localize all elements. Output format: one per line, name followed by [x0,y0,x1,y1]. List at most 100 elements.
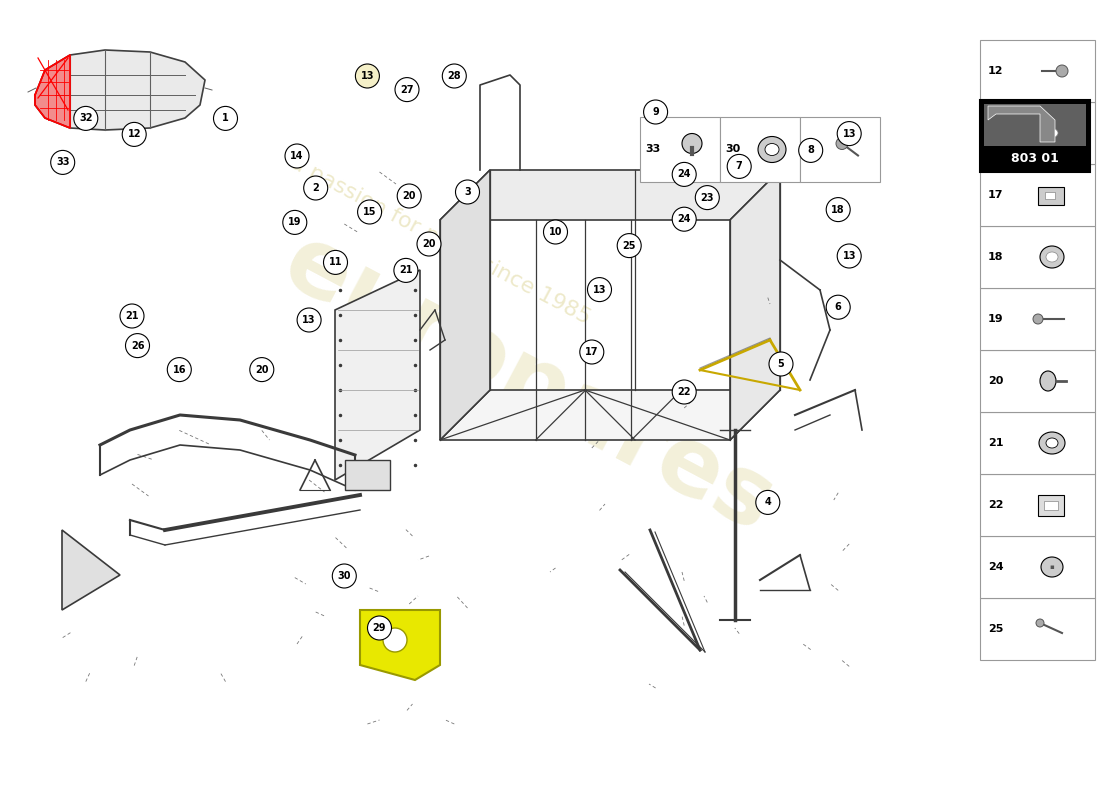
Text: 17: 17 [988,190,1003,200]
Circle shape [672,380,696,404]
Circle shape [837,122,861,146]
Text: 17: 17 [585,347,598,357]
Circle shape [769,352,793,376]
Circle shape [358,200,382,224]
Circle shape [285,144,309,168]
Text: 19: 19 [288,218,301,227]
Text: 20: 20 [422,239,436,249]
Text: 12: 12 [128,130,141,139]
Bar [980,164,1094,226]
Bar [980,100,1090,172]
Circle shape [394,258,418,282]
Polygon shape [440,390,780,440]
Text: 27: 27 [400,85,414,94]
Text: 21: 21 [399,266,412,275]
Circle shape [395,78,419,102]
Bar [984,104,1086,146]
Circle shape [836,138,848,150]
Ellipse shape [758,137,786,162]
Circle shape [213,106,238,130]
Bar [640,117,720,182]
Bar [980,288,1094,350]
Circle shape [367,616,392,640]
Text: 24: 24 [988,562,1003,572]
Text: 23: 23 [701,193,714,202]
Circle shape [51,150,75,174]
Circle shape [1056,65,1068,77]
Text: 29: 29 [373,623,386,633]
Bar [1044,501,1058,510]
Circle shape [283,210,307,234]
Polygon shape [988,106,1055,142]
Text: 9: 9 [652,107,659,117]
Circle shape [304,176,328,200]
Bar [1045,192,1055,199]
Ellipse shape [1040,432,1065,454]
Polygon shape [360,610,440,680]
Text: 13: 13 [843,251,856,261]
Circle shape [442,64,466,88]
Text: 26: 26 [131,341,144,350]
Polygon shape [35,55,70,128]
Circle shape [543,220,568,244]
Text: 24: 24 [678,170,691,179]
Text: 24: 24 [678,214,691,224]
Circle shape [587,278,612,302]
Text: 21: 21 [125,311,139,321]
Text: ▪: ▪ [1049,564,1055,570]
Ellipse shape [764,143,779,155]
Text: 7: 7 [736,162,743,171]
Bar [980,40,1094,102]
Ellipse shape [1046,252,1058,262]
Circle shape [120,304,144,328]
Circle shape [122,122,146,146]
Text: 25: 25 [988,624,1003,634]
Circle shape [167,358,191,382]
Circle shape [323,250,348,274]
Circle shape [617,234,641,258]
Circle shape [332,564,356,588]
Circle shape [250,358,274,382]
Ellipse shape [1046,129,1058,138]
Text: 25: 25 [623,241,636,250]
Text: 16: 16 [173,365,186,374]
Circle shape [826,295,850,319]
Polygon shape [336,270,420,480]
Text: 2: 2 [312,183,319,193]
Polygon shape [35,50,205,130]
Circle shape [297,308,321,332]
Circle shape [672,162,696,186]
Polygon shape [440,170,780,220]
Circle shape [125,334,150,358]
Text: 21: 21 [988,438,1003,448]
Text: a passion for parts since 1985: a passion for parts since 1985 [287,152,593,328]
Text: 4: 4 [764,498,771,507]
Bar [1038,187,1064,205]
Text: 11: 11 [329,258,342,267]
Circle shape [682,134,702,154]
Text: 12: 12 [988,66,1003,76]
Circle shape [756,490,780,514]
Bar [980,536,1094,598]
Text: 20: 20 [403,191,416,201]
Text: 13: 13 [302,315,316,325]
Polygon shape [62,530,120,610]
Text: 8: 8 [807,146,814,155]
Text: 5: 5 [778,359,784,369]
Text: 13: 13 [988,128,1003,138]
Bar [800,117,880,182]
Text: 28: 28 [805,145,821,154]
Bar [980,102,1094,164]
Circle shape [397,184,421,208]
Text: 33: 33 [645,145,660,154]
Text: 33: 33 [56,158,69,167]
Text: 18: 18 [832,205,845,214]
Ellipse shape [1041,557,1063,577]
Circle shape [455,180,480,204]
Text: 13: 13 [361,71,374,81]
Circle shape [644,100,668,124]
Ellipse shape [1040,371,1056,391]
Bar [980,350,1094,412]
Text: 30: 30 [725,145,740,154]
Text: 30: 30 [338,571,351,581]
